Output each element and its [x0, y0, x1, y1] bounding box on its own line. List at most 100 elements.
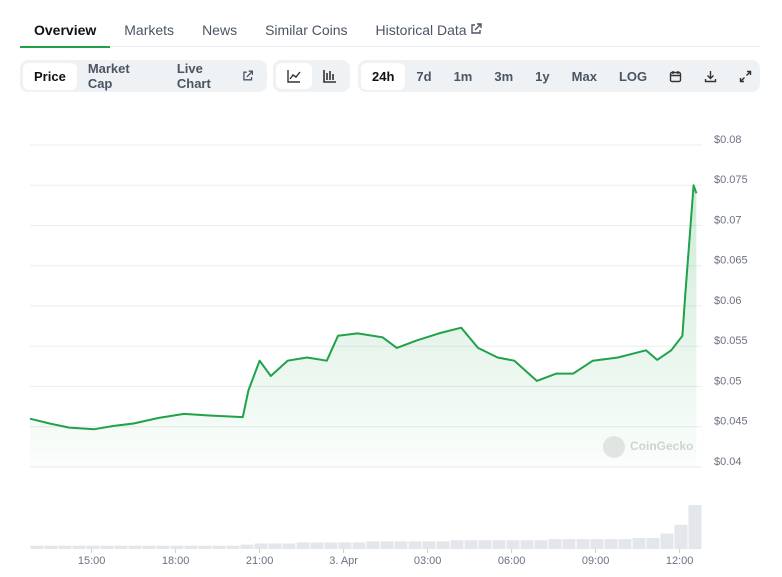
volume-bar	[604, 539, 618, 549]
x-tick-label: 06:00	[498, 555, 526, 567]
candle-icon	[323, 70, 336, 83]
toggle-button[interactable]: Price	[23, 62, 77, 90]
volume-bar	[296, 542, 310, 549]
candle-style-button[interactable]	[312, 63, 348, 89]
external-icon	[471, 23, 483, 34]
download-icon	[704, 70, 717, 82]
volume-bar	[184, 545, 198, 549]
volume-bar	[366, 541, 380, 549]
tab[interactable]: Markets	[124, 22, 175, 38]
toggle-group: Price Market Cap Live Chart	[20, 60, 267, 92]
volume-bar	[408, 541, 422, 549]
x-tick-label: 03:00	[414, 555, 442, 567]
x-tick-label: 09:00	[582, 555, 610, 567]
volume-bar	[128, 545, 142, 549]
volume-bar	[492, 540, 506, 549]
tab[interactable]: Overview	[20, 14, 111, 48]
volume-bar	[30, 545, 44, 549]
volume-bar	[198, 545, 212, 549]
y-tick-label: $0.065	[714, 255, 748, 267]
x-tick-label: 21:00	[246, 555, 274, 567]
y-tick-label: $0.08	[714, 134, 742, 146]
x-tick-label: 12:00	[666, 555, 694, 567]
range-group: 24h 7d 1m 3m 1y Max LOG	[358, 60, 760, 92]
chart-style-group	[273, 60, 350, 92]
watermark-text: CoinGecko	[630, 439, 693, 453]
line-style-button[interactable]	[276, 63, 312, 89]
y-tick-label: $0.05	[714, 375, 742, 387]
volume-bar	[548, 539, 562, 549]
volume-bar	[254, 543, 268, 549]
volume-bar	[268, 543, 282, 549]
area-fill	[30, 185, 697, 468]
x-tick-label: 18:00	[162, 555, 190, 567]
volume-bar	[212, 545, 226, 549]
volume-bar	[394, 541, 408, 549]
volume-bar	[156, 545, 170, 549]
volume-bar	[450, 540, 464, 549]
range-button[interactable]: 7d	[416, 68, 432, 84]
range-button[interactable]: 3m	[494, 68, 514, 84]
tab[interactable]: Similar Coins	[265, 22, 348, 38]
watermark: CoinGecko	[603, 436, 693, 458]
toggle-button[interactable]: Live Chart	[166, 55, 264, 97]
x-tick-label: 15:00	[78, 555, 106, 567]
line-icon	[287, 70, 301, 83]
volume-bar	[100, 545, 114, 549]
external-icon	[242, 70, 253, 81]
volume-bar	[380, 541, 394, 549]
x-tick-label: 3. Apr	[329, 555, 358, 567]
volume-bar	[282, 543, 296, 549]
tab-label: Historical Data	[375, 22, 467, 38]
button-label: Live Chart	[176, 61, 211, 91]
calendar-icon	[669, 70, 682, 82]
y-tick-label: $0.045	[714, 416, 748, 428]
volume-bar	[632, 538, 646, 549]
range-button[interactable]: 1m	[453, 68, 473, 84]
volume-bar	[352, 542, 366, 549]
tab-bar: Overview Markets News Similar Coins Hist…	[20, 14, 760, 48]
volume-bar	[618, 539, 632, 549]
volume-bar	[520, 540, 534, 549]
volume-bar	[506, 540, 520, 549]
toggle-button[interactable]: Market Cap	[87, 61, 130, 91]
volume-bar	[576, 539, 590, 549]
y-tick-label: $0.06	[714, 295, 742, 307]
volume-bar	[688, 505, 702, 549]
volume-bar	[660, 533, 674, 549]
volume-bar	[240, 544, 254, 549]
fullscreen-button[interactable]	[728, 64, 763, 89]
price-line	[29, 184, 698, 431]
calendar-button[interactable]	[658, 64, 693, 89]
volume-bar	[170, 545, 184, 549]
y-tick-label: $0.075	[714, 174, 748, 186]
volume-bar	[226, 545, 240, 549]
y-tick-label: $0.07	[714, 214, 742, 226]
tab[interactable]: News	[202, 22, 238, 38]
range-button[interactable]: 24h	[361, 62, 406, 90]
volume-bar	[674, 524, 688, 549]
volume-bar	[310, 542, 324, 549]
volume-bar	[86, 545, 100, 549]
volume-bar	[422, 541, 436, 549]
range-button[interactable]: 1y	[535, 68, 550, 84]
expand-icon	[739, 70, 752, 82]
range-button[interactable]: Max	[571, 68, 597, 84]
download-button[interactable]	[693, 64, 728, 89]
volume-bar	[562, 539, 576, 549]
y-tick-label: $0.04	[714, 456, 742, 468]
volume-bar	[464, 540, 478, 549]
volume-bar	[478, 540, 492, 549]
volume-bar	[590, 539, 604, 549]
y-tick-label: $0.055	[714, 335, 748, 347]
volume-bar	[338, 542, 352, 549]
volume-bar	[114, 545, 128, 549]
volume-bar	[436, 541, 450, 549]
tab[interactable]: Historical Data	[362, 14, 497, 46]
volume-bar	[44, 545, 58, 549]
volume-bar	[72, 545, 86, 549]
volume-bar	[58, 545, 72, 549]
volume-bar	[324, 542, 338, 549]
range-button[interactable]: LOG	[618, 68, 648, 84]
